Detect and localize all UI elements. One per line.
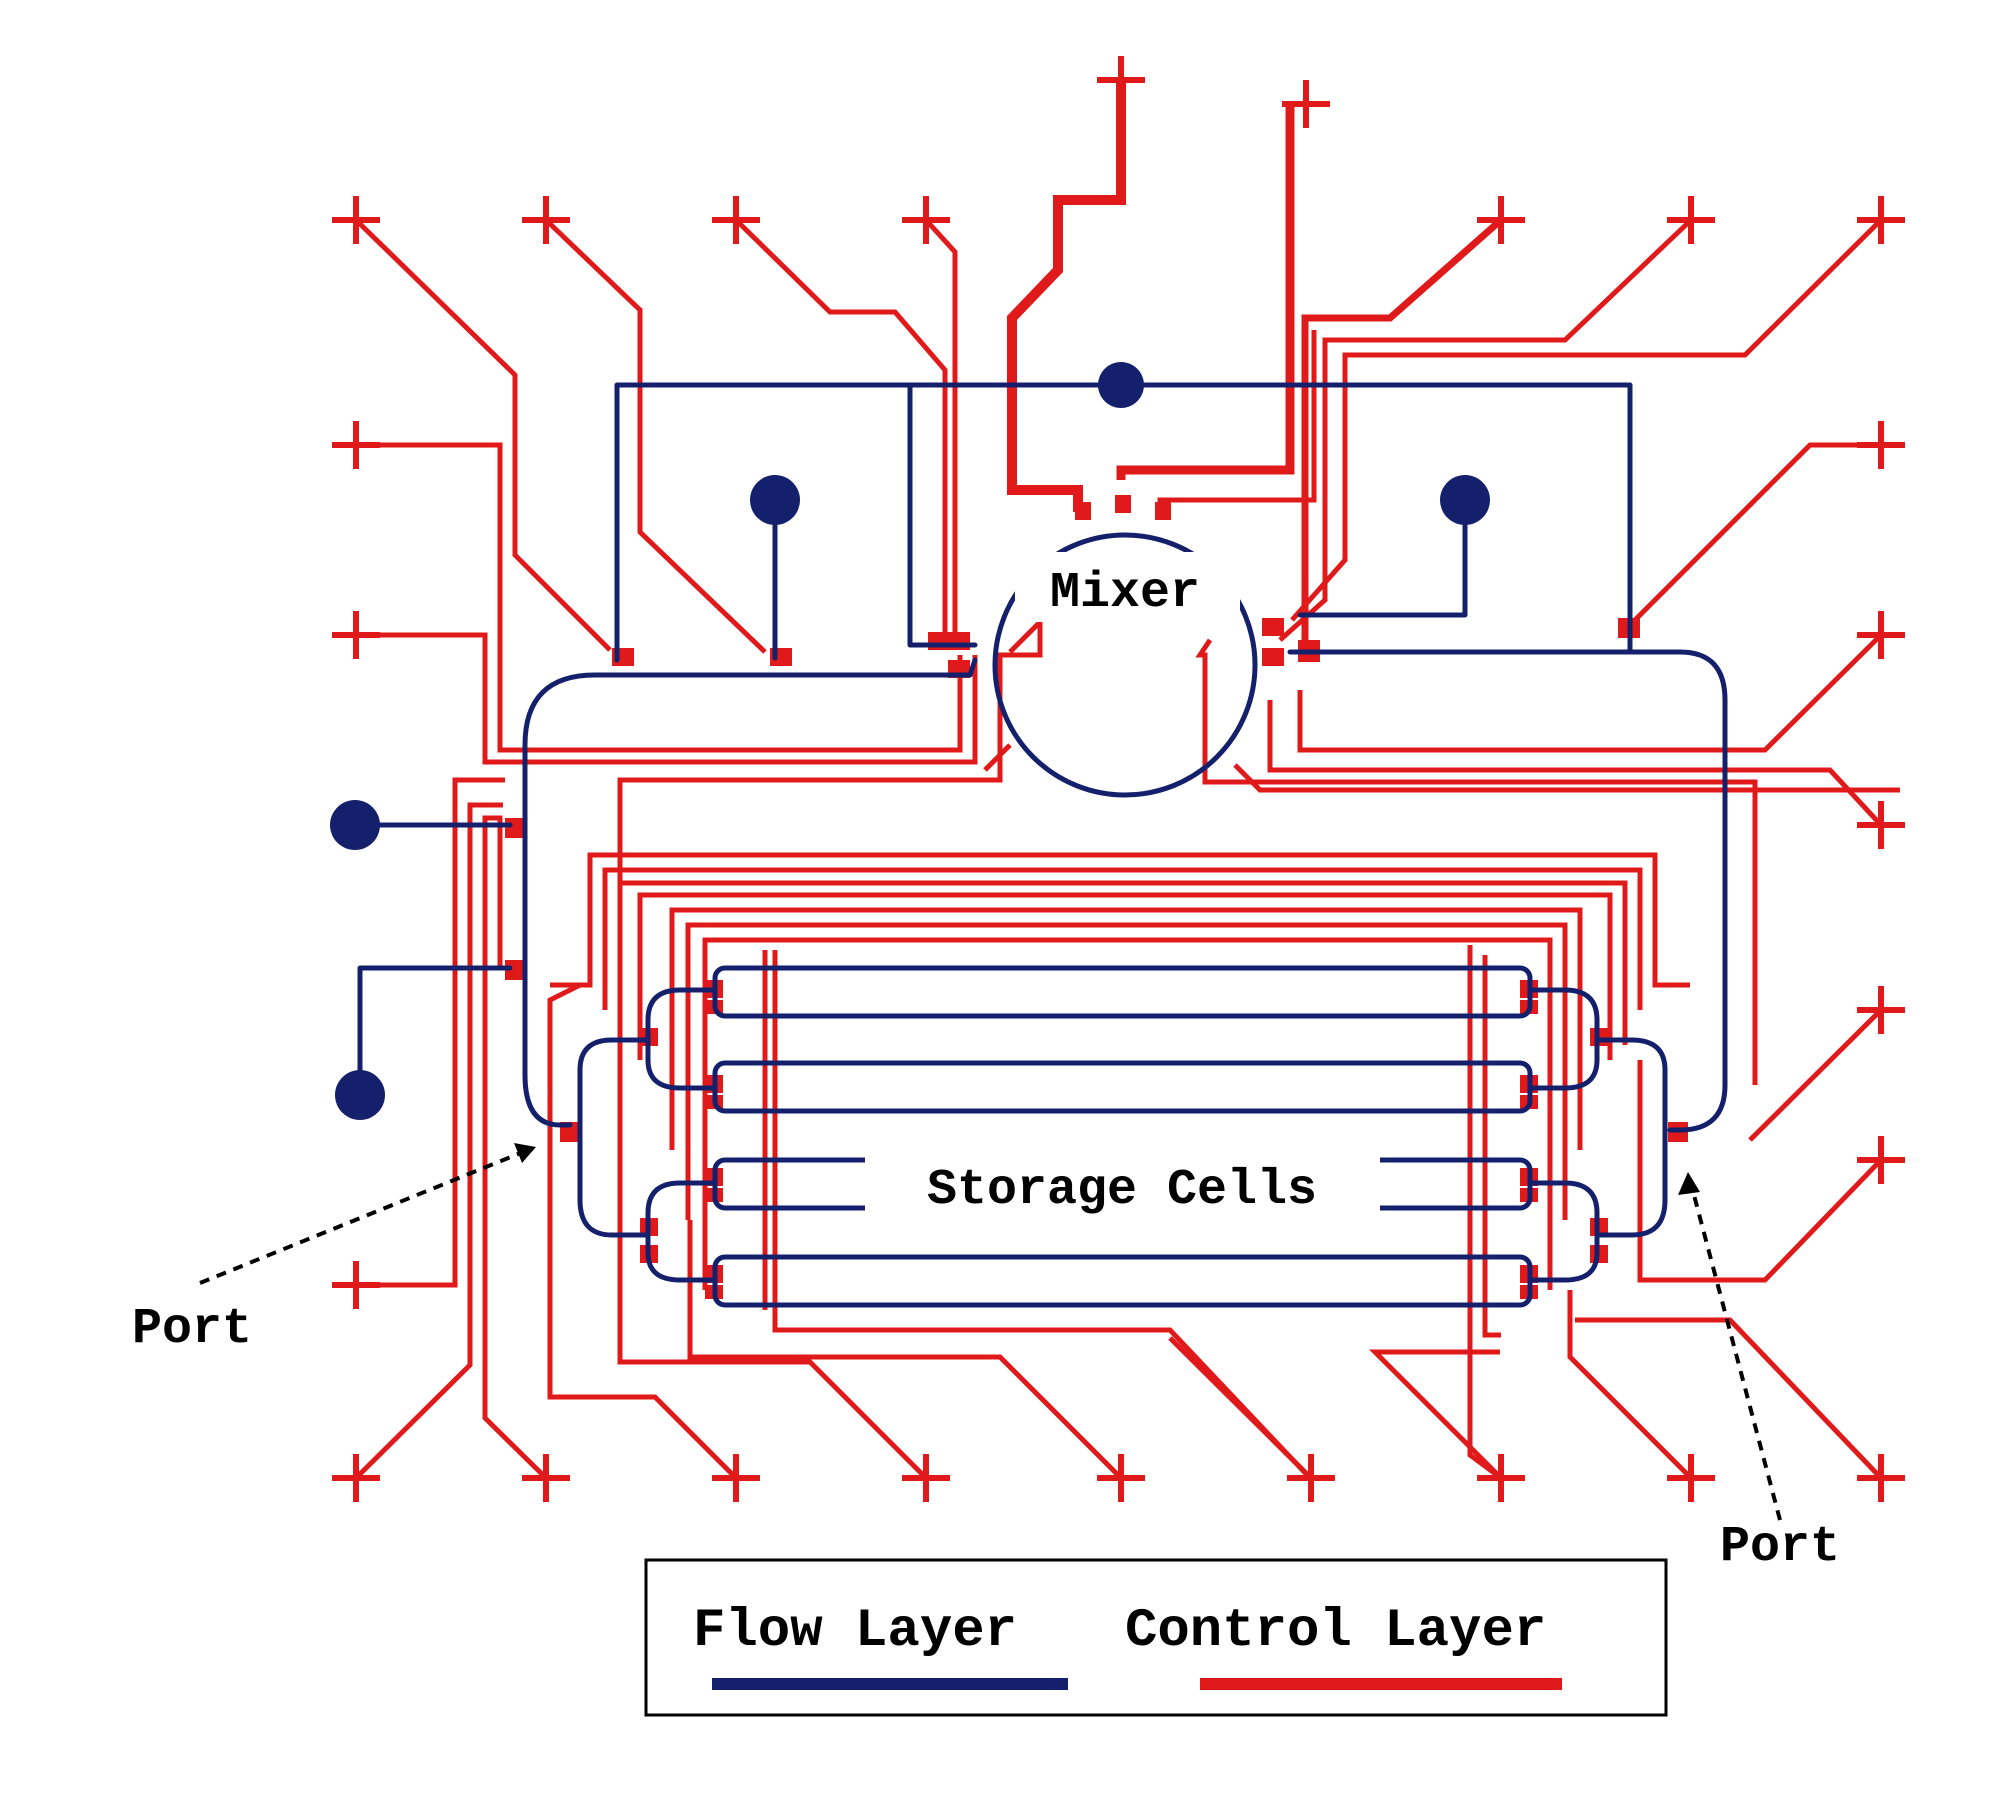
valve-pad (505, 960, 523, 980)
flow-channel (1287, 649, 1728, 1133)
port-arrow-left (199, 1148, 529, 1285)
port-label-right: Port (1720, 1519, 1840, 1576)
valve-pad (505, 818, 523, 838)
flow-port-top (1098, 362, 1144, 408)
control-channel (685, 922, 1568, 1220)
control-channel (1628, 442, 1881, 627)
control-channel (354, 218, 612, 652)
control-channel (1267, 700, 1883, 827)
port-arrowhead-right (1678, 1172, 1700, 1195)
storage-cell (712, 1060, 1533, 1114)
legend: Flow Layer Control Layer (644, 1558, 1668, 1717)
port-label-left: Port (132, 1301, 252, 1358)
control-layer (332, 56, 1905, 1502)
control-channel (354, 802, 503, 1480)
flow-port-upper-left (750, 475, 800, 525)
valve-pad (1115, 495, 1131, 513)
storage-cell (712, 1254, 1533, 1308)
control-channel (356, 442, 963, 753)
flow-port-left-1 (330, 800, 380, 850)
storage-cells (712, 965, 1533, 1308)
port-arrow-right (1688, 1179, 1782, 1521)
valve-pad (1262, 618, 1284, 636)
mixer-ring (992, 532, 1258, 798)
legend-flow-label: Flow Layer (693, 1601, 1017, 1662)
control-channel (1297, 633, 1883, 753)
flow-layer (330, 362, 1728, 1308)
control-channel (550, 852, 1690, 988)
control-channel (687, 1220, 1123, 1480)
flow-channel (357, 965, 513, 1098)
control-channel (617, 880, 1628, 1045)
control-channel (602, 867, 1643, 1010)
control-channel (1575, 1317, 1883, 1480)
control-channel (482, 815, 548, 1480)
control-channel (617, 1045, 928, 1480)
control-channel (1290, 218, 1883, 622)
storage-cell (712, 965, 1533, 1019)
control-channel (356, 777, 505, 1288)
control-channel (924, 218, 958, 640)
control-channel (1195, 638, 1758, 1085)
flow-channel (577, 1037, 651, 1238)
control-channel (544, 218, 767, 654)
control-channel (1301, 217, 1504, 650)
flow-channel (522, 657, 978, 1128)
flow-ports (330, 362, 1490, 1120)
control-channel (356, 632, 978, 765)
flow-channel (907, 382, 978, 648)
valve-pad (1262, 648, 1284, 666)
control-channel (702, 937, 1553, 1290)
valve-pad (1155, 502, 1171, 520)
control-channel (1168, 1336, 1313, 1480)
control-channel (1482, 955, 1501, 1338)
control-channel (669, 907, 1583, 1150)
flow-port-left-2 (335, 1070, 385, 1120)
control-channel (1637, 1060, 1883, 1283)
flow-channel (1297, 497, 1468, 618)
legend-control-label: Control Layer (1125, 1601, 1546, 1662)
flow-channel (1594, 1037, 1668, 1238)
control-pins (332, 56, 1905, 1502)
control-channel (1007, 80, 1126, 512)
flow-port-upper-right (1440, 475, 1490, 525)
control-channel (1748, 1008, 1883, 1142)
port-arrowhead-left (514, 1143, 536, 1163)
control-channel (1233, 763, 1900, 793)
control-channel (983, 743, 1012, 772)
control-channel (547, 982, 738, 1480)
control-channel (1567, 1290, 1693, 1480)
valve-pad (1075, 502, 1091, 520)
mixer-label: Mixer (1050, 565, 1200, 622)
control-channel (1368, 1349, 1503, 1480)
storage-cells-label: Storage Cells (927, 1162, 1317, 1219)
control-channel (734, 218, 948, 640)
control-channel (1116, 104, 1295, 480)
control-channel (637, 892, 1613, 1060)
